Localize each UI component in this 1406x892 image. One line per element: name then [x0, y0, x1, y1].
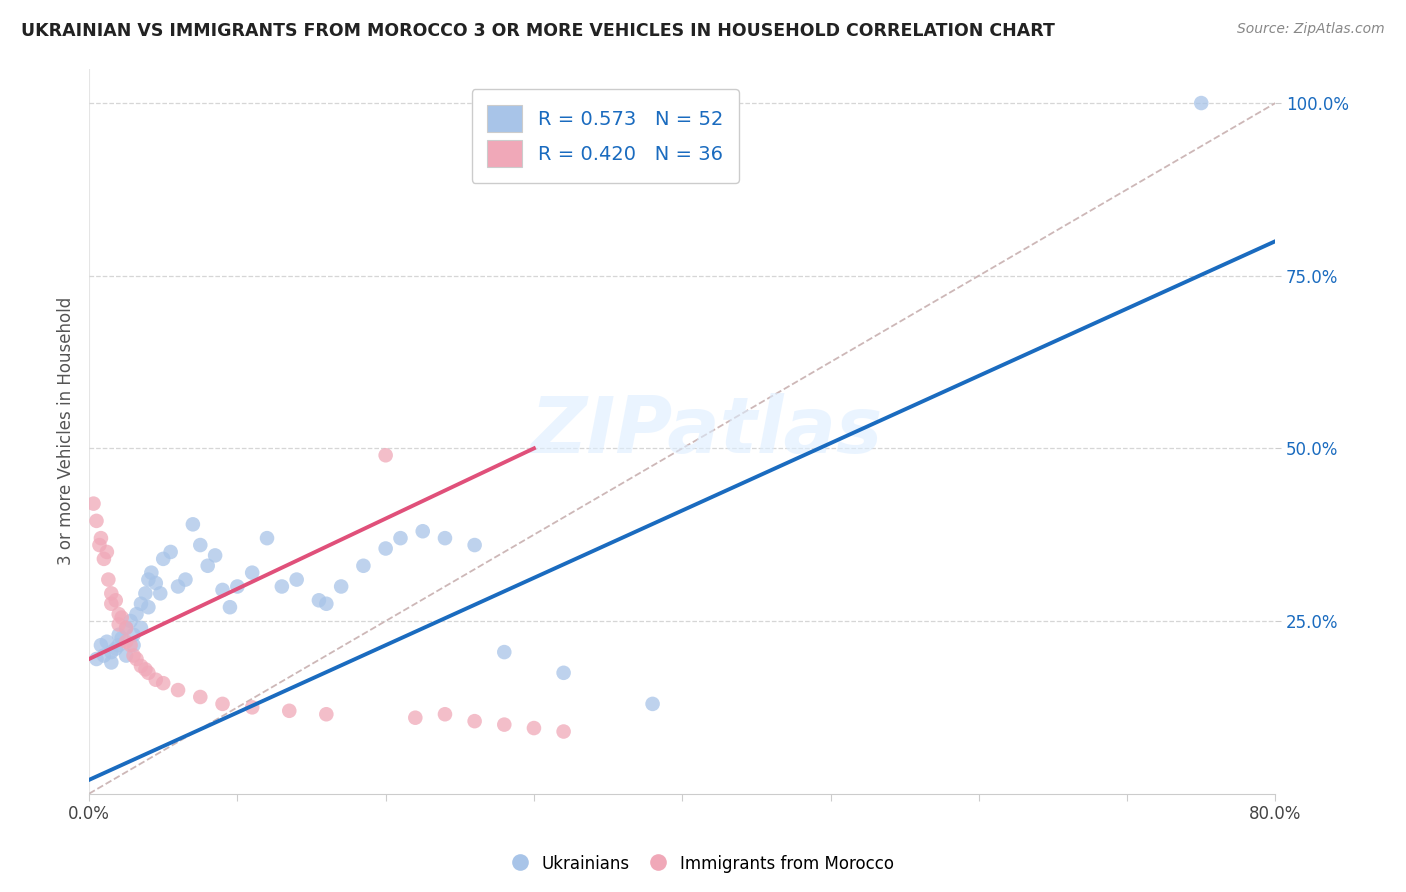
Point	[240, 566, 263, 580]
Text: ZIPatlas: ZIPatlas	[530, 393, 882, 469]
Point	[374, 541, 396, 556]
Point	[219, 600, 242, 615]
Point	[120, 638, 142, 652]
Point	[188, 690, 211, 704]
Point	[149, 586, 172, 600]
Point	[129, 597, 152, 611]
Point	[167, 579, 190, 593]
Point	[93, 552, 115, 566]
Text: Source: ZipAtlas.com: Source: ZipAtlas.com	[1237, 22, 1385, 37]
Point	[141, 566, 163, 580]
Point	[89, 538, 111, 552]
Point	[494, 645, 516, 659]
Point	[134, 586, 156, 600]
Point	[464, 538, 486, 552]
Point	[330, 579, 353, 593]
Point	[523, 721, 546, 735]
Point	[96, 545, 118, 559]
Point	[433, 707, 456, 722]
Point	[107, 617, 129, 632]
Text: UKRAINIAN VS IMMIGRANTS FROM MOROCCO 3 OR MORE VEHICLES IN HOUSEHOLD CORRELATION: UKRAINIAN VS IMMIGRANTS FROM MOROCCO 3 O…	[21, 22, 1054, 40]
Point	[97, 573, 120, 587]
Point	[188, 538, 211, 552]
Point	[641, 697, 664, 711]
Point	[107, 607, 129, 621]
Point	[115, 621, 138, 635]
Point	[86, 652, 108, 666]
Point	[159, 545, 181, 559]
Point	[104, 593, 127, 607]
Point	[120, 614, 142, 628]
Point	[129, 621, 152, 635]
Point	[315, 597, 337, 611]
Point	[107, 638, 129, 652]
Point	[107, 628, 129, 642]
Point	[134, 662, 156, 676]
Point	[96, 634, 118, 648]
Point	[111, 610, 134, 624]
Legend: Ukrainians, Immigrants from Morocco: Ukrainians, Immigrants from Morocco	[505, 848, 901, 880]
Point	[100, 656, 122, 670]
Point	[389, 531, 412, 545]
Point	[167, 683, 190, 698]
Point	[256, 531, 278, 545]
Point	[129, 659, 152, 673]
Point	[138, 600, 160, 615]
Point	[104, 641, 127, 656]
Point	[93, 648, 115, 663]
Point	[240, 700, 263, 714]
Point	[553, 724, 575, 739]
Point	[464, 714, 486, 728]
Point	[553, 665, 575, 680]
Point	[374, 448, 396, 462]
Point	[152, 676, 174, 690]
Legend: R = 0.573   N = 52, R = 0.420   N = 36: R = 0.573 N = 52, R = 0.420 N = 36	[471, 89, 738, 183]
Point	[315, 707, 337, 722]
Point	[138, 665, 160, 680]
Point	[145, 673, 167, 687]
Point	[412, 524, 434, 539]
Point	[204, 549, 226, 563]
Point	[111, 632, 134, 646]
Point	[352, 558, 374, 573]
Point	[211, 697, 233, 711]
Point	[125, 607, 148, 621]
Point	[308, 593, 330, 607]
Point	[181, 517, 204, 532]
Point	[138, 573, 160, 587]
Point	[278, 704, 301, 718]
Point	[433, 531, 456, 545]
Point	[125, 652, 148, 666]
Point	[226, 579, 249, 593]
Y-axis label: 3 or more Vehicles in Household: 3 or more Vehicles in Household	[58, 297, 75, 566]
Point	[494, 717, 516, 731]
Point	[90, 638, 112, 652]
Point	[211, 582, 233, 597]
Point	[86, 514, 108, 528]
Point	[100, 645, 122, 659]
Point	[145, 576, 167, 591]
Point	[115, 648, 138, 663]
Point	[90, 531, 112, 545]
Point	[122, 638, 145, 652]
Point	[270, 579, 292, 593]
Point	[100, 597, 122, 611]
Point	[122, 648, 145, 663]
Point	[197, 558, 219, 573]
Point	[122, 628, 145, 642]
Point	[115, 634, 138, 648]
Point	[100, 586, 122, 600]
Point	[174, 573, 197, 587]
Point	[285, 573, 308, 587]
Point	[152, 552, 174, 566]
Point	[404, 711, 426, 725]
Point	[1189, 96, 1212, 111]
Point	[83, 497, 105, 511]
Point	[115, 621, 138, 635]
